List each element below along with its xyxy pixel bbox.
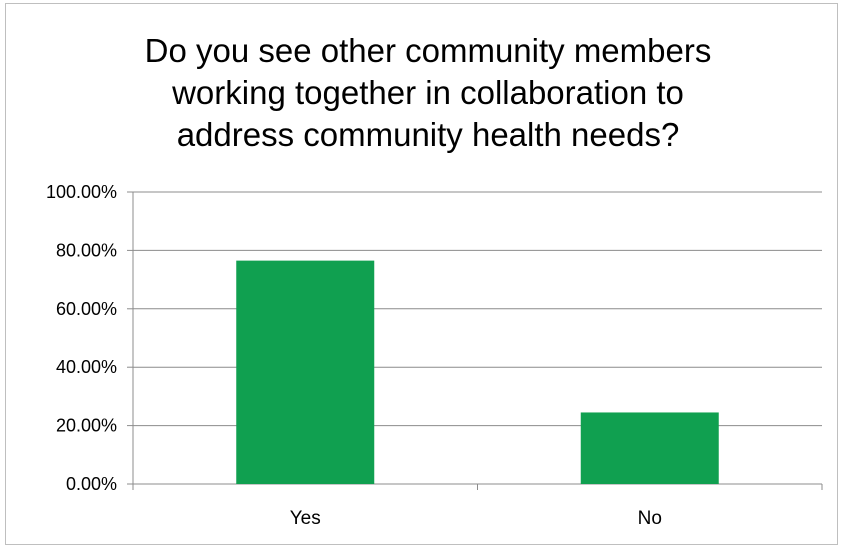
- y-tick-label: 20.00%: [56, 416, 117, 436]
- bar-no: [580, 412, 719, 484]
- y-tick-label: 40.00%: [56, 357, 117, 377]
- chart-title-line-3: address community health needs?: [177, 116, 680, 153]
- y-tick-label: 100.00%: [46, 182, 117, 202]
- y-tick-label: 60.00%: [56, 299, 117, 319]
- chart-title: Do you see other community members worki…: [145, 32, 712, 153]
- y-tick-label: 80.00%: [56, 240, 117, 260]
- x-category-label: No: [638, 508, 662, 529]
- y-tick-label: 0.00%: [66, 474, 117, 494]
- x-category-label: Yes: [290, 508, 321, 529]
- bar-yes: [236, 260, 375, 484]
- plot-area: 0.00% 20.00% 40.00% 60.00% 80.00% 100.00% Yes N…: [46, 182, 823, 529]
- chart-title-line-1: Do you see other community members: [145, 32, 712, 69]
- chart-title-line-2: working together in collaboration to: [171, 74, 684, 111]
